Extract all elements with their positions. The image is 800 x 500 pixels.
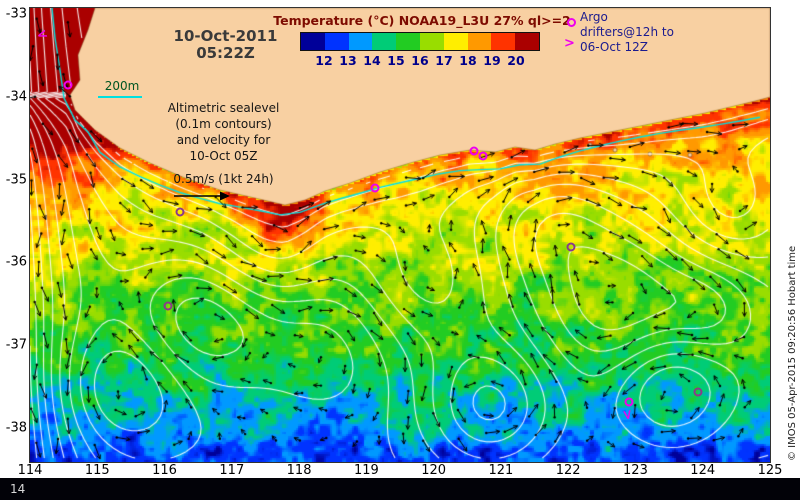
sst-map-canvas [30,8,770,462]
colorbar-segment [419,33,444,50]
velocity-scale-arrow-icon [174,191,230,201]
bathy-200m-line-sample [98,96,142,98]
lon-tick-label: 114 [17,463,43,478]
altimetry-note-line: Altimetric sealevel [167,101,280,115]
argo-legend-line2: drifters@12h to [580,25,674,39]
lat-tick-label: -37 [5,337,27,353]
colorbar-tick-label: 16 [411,53,429,68]
lon-tick-label: 121 [488,463,514,478]
colorbar-tick-label: 17 [435,53,453,68]
map-datetime: 10-Oct-2011 05:22Z [148,28,303,62]
argo-float-marker [63,80,73,90]
argo-float-marker [693,387,703,397]
colorbar-segment [443,33,468,50]
altimetry-note-line: 10-Oct 05Z [189,149,258,163]
colorbar-segment [372,33,397,50]
temperature-colorbar [300,32,540,51]
map-date: 10-Oct-2011 [173,27,278,45]
temperature-legend-title: Temperature (°C) NOAA19_L3U 27% ql>=2 [273,13,571,28]
colorbar-segment [301,33,325,50]
argo-float-marker [175,207,185,217]
colorbar-segment [491,33,516,50]
lon-tick-label: 115 [84,463,110,478]
lat-tick-label: -33 [5,6,27,22]
colorbar-segment [467,33,492,50]
velocity-scale-label: 0.5m/s (1kt 24h) [173,172,274,186]
argo-float-marker [624,397,634,407]
lat-tick-label: -34 [5,89,27,105]
lat-tick-label: -36 [5,254,27,270]
argo-float-icon [567,18,576,27]
bathy-200m-label: 200m [104,79,140,93]
colorbar-segment [396,33,420,50]
argo-drifter-icon [564,36,575,51]
argo-float-marker [478,151,488,161]
colorbar-tick-label: 19 [483,53,501,68]
footer-label: 14 [10,482,26,496]
colorbar-tick-label: 12 [315,53,333,68]
argo-legend: Argo drifters@12h to 06-Oct 12Z [556,8,756,60]
map-plot-area [29,7,771,463]
map-time: 05:22Z [196,44,255,62]
colorbar-tick-label: 15 [387,53,405,68]
lon-tick-label: 124 [690,463,716,478]
colorbar-tick-label: 14 [363,53,381,68]
colorbar-segment [324,33,349,50]
lon-tick-label: 122 [555,463,581,478]
lon-tick-label: 120 [421,463,447,478]
colorbar-segment [348,33,373,50]
colorbar-tick-label: 13 [339,53,357,68]
altimetry-note: Altimetric sealevel (0.1m contours) and ve… [136,100,311,164]
argo-float-marker [163,301,173,311]
argo-float-marker [566,242,576,252]
lon-tick-label: 119 [353,463,379,478]
lat-tick-label: -38 [5,420,27,436]
argo-float-marker [469,146,479,156]
colorbar-tick-label: 18 [459,53,477,68]
footer-bar: 14 [0,478,800,500]
lat-tick-label: -35 [5,172,27,188]
argo-float-marker [370,183,380,193]
lon-tick-label: 118 [286,463,312,478]
argo-legend-title: Argo [580,10,608,24]
credit-text: © IMOS 05-Apr-2015 09:20:56 Hobart time [787,245,798,461]
altimetry-note-line: (0.1m contours) [175,117,272,131]
altimetry-note-line: and velocity for [176,133,271,147]
colorbar-segment [515,33,539,50]
argo-legend-line3: 06-Oct 12Z [580,40,648,54]
lon-tick-label: 123 [623,463,648,478]
colorbar-tick-label: 20 [507,53,525,68]
lon-tick-label: 116 [152,463,177,478]
lon-tick-label: 117 [219,463,245,478]
lon-tick-label: 125 [757,463,783,478]
